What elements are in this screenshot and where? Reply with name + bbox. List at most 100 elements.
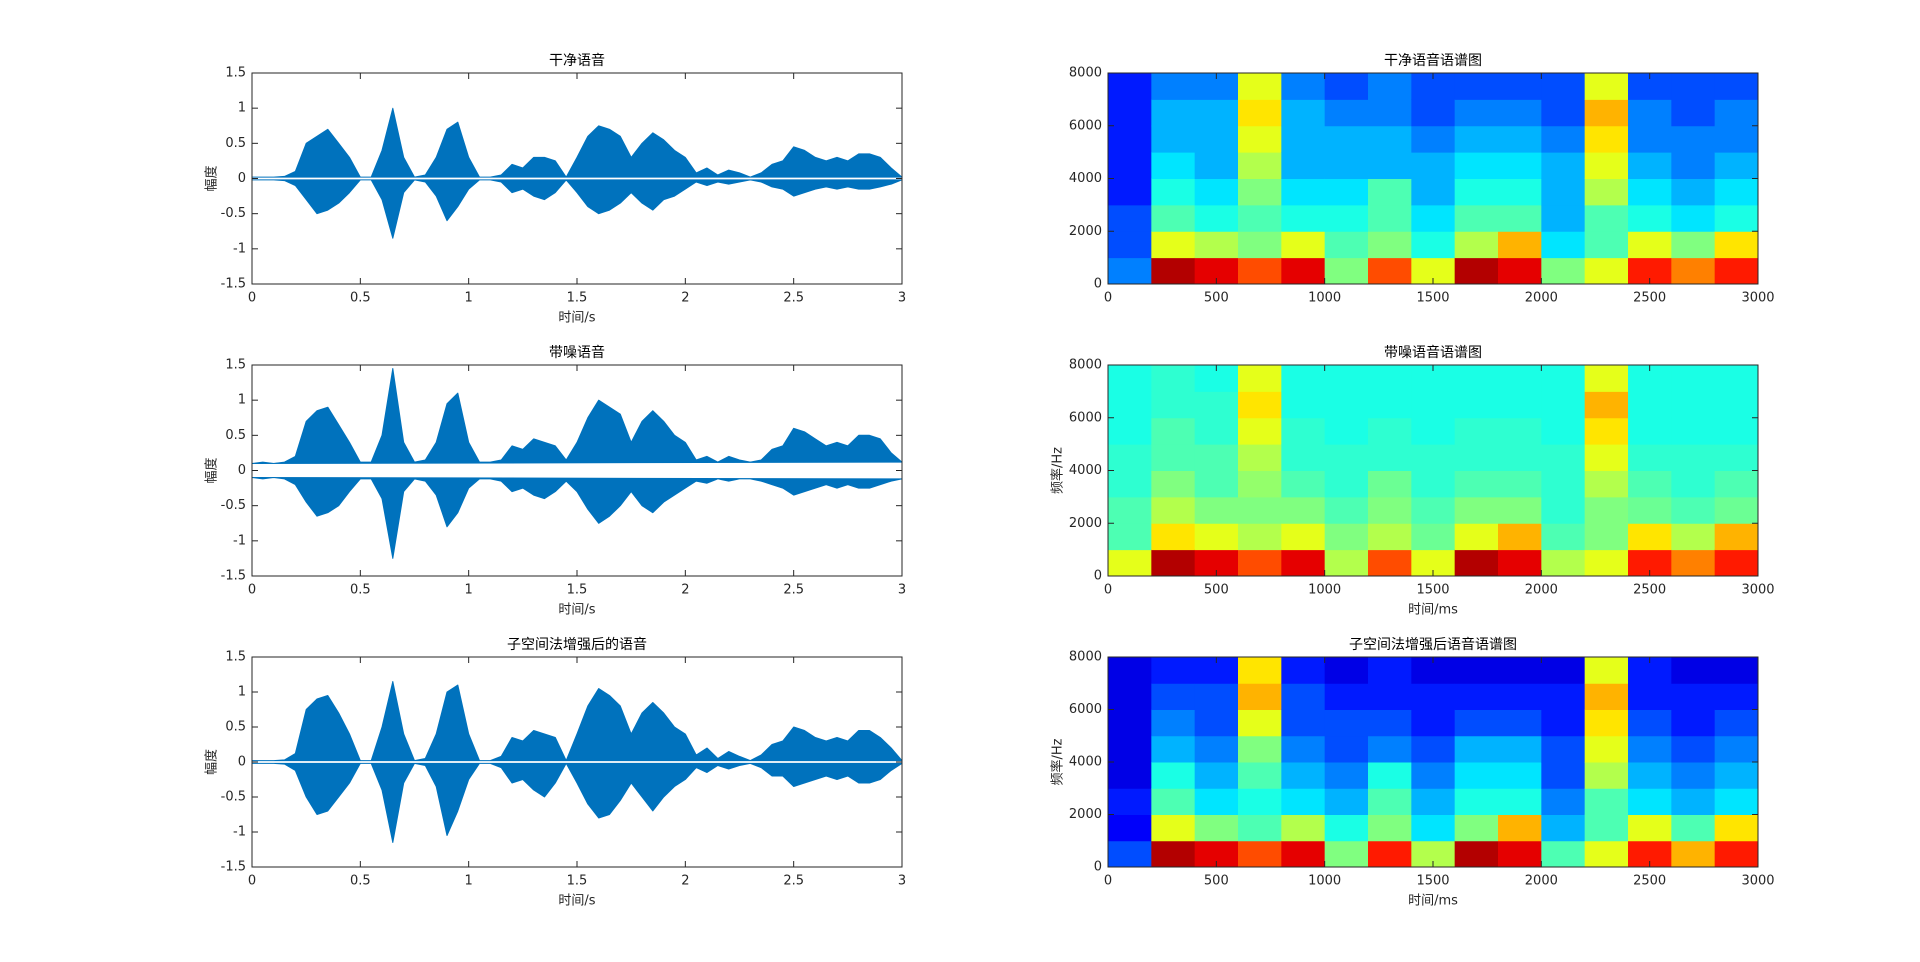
spectrogram-cell — [1368, 125, 1412, 153]
spectrogram-cell — [1151, 657, 1196, 684]
y-tick-label: 2000 — [1069, 516, 1102, 531]
spectrogram-cell — [1628, 814, 1672, 842]
spectrogram-cell — [1714, 178, 1758, 206]
spectrogram-cell — [1368, 735, 1412, 763]
spectrogram-cell — [1194, 417, 1239, 445]
spectrogram-cell — [1108, 549, 1152, 576]
x-tick-label: 0.5 — [350, 583, 371, 598]
spectrogram-cell — [1151, 365, 1196, 392]
plot-content — [1108, 365, 1758, 576]
spectrogram-cell — [1411, 391, 1456, 419]
spectrogram-cell — [1541, 152, 1586, 179]
x-tick-label: 1 — [465, 874, 473, 889]
spectrogram-cell — [1108, 788, 1152, 815]
spectrogram-cell — [1194, 204, 1239, 232]
spectrogram-cell — [1238, 683, 1282, 710]
spectrogram-cell — [1238, 444, 1282, 471]
y-tick-label: 1.5 — [225, 358, 246, 373]
spectrogram-cell — [1108, 470, 1152, 498]
spectrogram-cell — [1454, 814, 1499, 842]
x-tick-label: 0 — [1104, 291, 1112, 306]
spectrogram-cell — [1671, 470, 1716, 498]
spectrogram-cell — [1584, 257, 1629, 284]
spectrogram-cell — [1368, 683, 1412, 710]
spectrogram-cell — [1194, 470, 1239, 498]
spectrogram-cell — [1584, 152, 1629, 179]
spectrogram-cell — [1324, 709, 1369, 737]
spectrogram-cell — [1151, 840, 1196, 867]
spectrogram-cell — [1671, 417, 1716, 445]
spectrogram-cell — [1238, 470, 1282, 498]
spectrogram-cell — [1454, 152, 1499, 179]
spectrogram-cell — [1108, 204, 1152, 232]
spectrogram-cell — [1281, 762, 1326, 789]
spectrogram-cell — [1238, 762, 1282, 789]
spectrogram-cell — [1584, 549, 1629, 576]
spectrogram-cell — [1108, 814, 1152, 842]
spectrogram-cell — [1498, 762, 1542, 789]
spectrogram-cell — [1584, 470, 1629, 498]
spectrogram-cell — [1108, 257, 1152, 284]
spectrogram-cell — [1498, 709, 1542, 737]
y-tick-label: 0.5 — [225, 720, 246, 735]
spectrogram-cell — [1671, 365, 1716, 392]
y-tick-label: 4000 — [1069, 463, 1102, 478]
spectrogram-cell — [1324, 470, 1369, 498]
x-tick-label: 1000 — [1308, 874, 1341, 889]
waveform — [252, 368, 902, 464]
spectrogram-cell — [1108, 657, 1152, 684]
spectrogram-cell — [1714, 496, 1758, 524]
spectrogram-cell — [1671, 257, 1716, 284]
x-tick-label: 2 — [681, 291, 689, 306]
spectrogram-cell — [1454, 762, 1499, 789]
spectrogram-cell — [1281, 365, 1326, 392]
subplot-title: 干净语音 — [549, 52, 605, 69]
y-tick-label: -1 — [233, 825, 246, 840]
spectrogram-cell — [1108, 125, 1152, 153]
spectrogram-cell — [1411, 231, 1456, 259]
subplot: 0 500 1000 1500 2000 2500 3000 0 2000 4000 6000 800… — [1050, 636, 1775, 909]
spectrogram-cell — [1324, 204, 1369, 232]
spectrogram-cell — [1541, 231, 1586, 259]
spectrogram-cell — [1108, 73, 1152, 100]
spectrogram-cell — [1411, 99, 1456, 127]
spectrogram-cell — [1411, 470, 1456, 498]
y-tick-label: 1.5 — [225, 66, 246, 81]
spectrogram-cell — [1541, 683, 1586, 710]
spectrogram-cell — [1281, 549, 1326, 576]
spectrogram-cell — [1151, 417, 1196, 445]
spectrogram-cell — [1151, 125, 1196, 153]
x-tick-label: 3 — [898, 874, 906, 889]
spectrogram-cell — [1108, 231, 1152, 259]
spectrogram-cell — [1714, 73, 1758, 100]
y-axis-label: 幅度 — [204, 165, 220, 191]
spectrogram-cell — [1281, 178, 1326, 206]
spectrogram-cell — [1108, 735, 1152, 763]
spectrogram-cell — [1714, 840, 1758, 867]
spectrogram-cell — [1281, 152, 1326, 179]
x-tick-label: 0 — [1104, 583, 1112, 598]
spectrogram-cell — [1584, 814, 1629, 842]
y-axis-label: 频率/Hz — [1050, 738, 1066, 785]
spectrogram-cell — [1541, 709, 1586, 737]
spectrogram-cell — [1151, 709, 1196, 737]
spectrogram-cell — [1498, 683, 1542, 710]
spectrogram-cell — [1714, 204, 1758, 232]
x-tick-label: 2.5 — [783, 874, 804, 889]
spectrogram-cell — [1584, 231, 1629, 259]
x-tick-label: 1500 — [1416, 874, 1449, 889]
spectrogram-cell — [1411, 496, 1456, 524]
spectrogram-cell — [1281, 788, 1326, 815]
spectrogram-cell — [1194, 178, 1239, 206]
spectrogram-cell — [1454, 231, 1499, 259]
spectrogram-cell — [1238, 496, 1282, 524]
spectrogram-cell — [1541, 788, 1586, 815]
spectrogram-cell — [1281, 470, 1326, 498]
spectrogram-cell — [1194, 523, 1239, 551]
spectrogram-cell — [1584, 762, 1629, 789]
spectrogram-cell — [1411, 444, 1456, 471]
spectrogram-cell — [1454, 549, 1499, 576]
subplot: 0 0.5 1 1.5 2 2.5 3 -1.5 -1 -0.5 0 0.5 1 1.5 子空间法增强后的语… — [204, 636, 907, 909]
